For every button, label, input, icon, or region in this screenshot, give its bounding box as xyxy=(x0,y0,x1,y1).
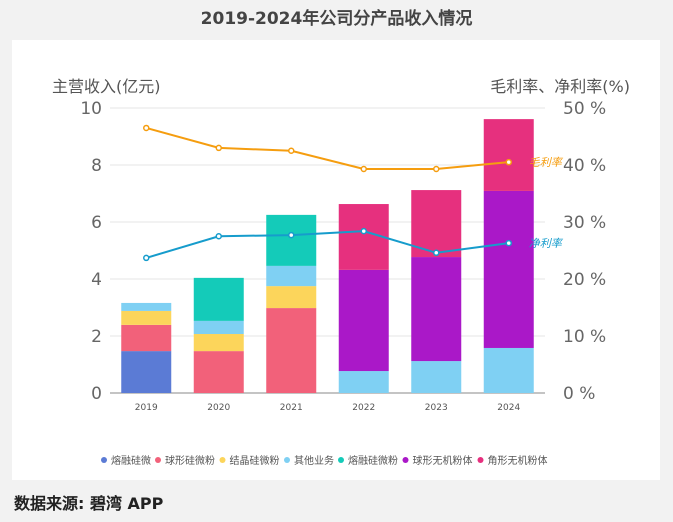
bar-segment xyxy=(121,310,172,325)
bar-segment xyxy=(193,277,244,321)
line-point xyxy=(360,227,367,235)
line-label: 毛利率 xyxy=(529,156,564,169)
bar-segment xyxy=(483,347,534,393)
legend-marker xyxy=(402,457,409,463)
y2-tick-label: 0 % xyxy=(563,384,595,404)
y2-tick-label: 50 % xyxy=(563,99,606,119)
bar-segment xyxy=(266,286,317,309)
line-point xyxy=(143,124,150,132)
bar-segment xyxy=(338,371,389,393)
line-series xyxy=(145,126,509,170)
bar-segment xyxy=(121,351,172,393)
bar-segment xyxy=(193,351,244,393)
legend-marker xyxy=(101,457,107,463)
bar-segment xyxy=(266,214,317,266)
y2-axis-label: 毛利率、净利率(%) xyxy=(490,77,630,96)
legend-label: 球形硅微粉 xyxy=(165,454,215,467)
legend-label: 其他业务 xyxy=(294,454,334,467)
x-tick-label: 2023 xyxy=(425,403,448,413)
bar-segment xyxy=(483,190,534,348)
line-series xyxy=(145,230,509,259)
bar-segment xyxy=(121,302,172,311)
bar-segment xyxy=(483,119,534,191)
x-tick-label: 2024 xyxy=(497,403,520,413)
line-point xyxy=(215,144,222,152)
y-tick-label: 6 xyxy=(91,213,102,233)
legend-marker xyxy=(477,457,484,463)
line-point xyxy=(360,165,367,173)
bar-segment xyxy=(338,269,389,372)
x-tick-label: 2022 xyxy=(352,403,375,413)
legend-label: 熔融硅微 xyxy=(111,454,151,467)
y2-tick-label: 10 % xyxy=(563,327,606,347)
line-point xyxy=(433,165,440,173)
source-note: 数据来源: 碧湾 APP xyxy=(14,494,164,513)
bar-segment xyxy=(193,334,244,352)
x-tick-label: 2019 xyxy=(135,403,158,413)
legend-marker xyxy=(219,457,226,463)
y-tick-label: 10 xyxy=(80,99,102,119)
y2-tick-label: 30 % xyxy=(563,213,606,233)
y-tick-label: 8 xyxy=(91,156,102,176)
legend-label: 球形无机粉体 xyxy=(413,454,473,467)
legend-label: 熔融硅微粉 xyxy=(348,454,398,467)
line-point xyxy=(288,231,295,239)
line-point xyxy=(143,254,150,262)
line-point xyxy=(215,233,222,240)
chart-title: 2019-2024年公司分产品收入情况 xyxy=(200,9,473,29)
legend-label: 结晶硅微粉 xyxy=(230,454,280,467)
line-label: 净利率 xyxy=(529,237,564,250)
bar-segment xyxy=(193,320,244,335)
line-point xyxy=(505,239,512,247)
bar-segment xyxy=(411,361,462,393)
legend-label: 角形无机粉体 xyxy=(488,454,548,467)
chart-panel xyxy=(12,40,660,480)
y-tick-label: 0 xyxy=(91,384,102,404)
bar-segment xyxy=(411,190,462,258)
bar-segment xyxy=(411,257,462,362)
legend-marker xyxy=(155,457,161,463)
y2-tick-label: 40 % xyxy=(563,156,606,176)
y-tick-label: 4 xyxy=(91,270,102,290)
legend-marker xyxy=(284,457,290,463)
x-tick-label: 2021 xyxy=(280,403,303,413)
x-tick-label: 2020 xyxy=(207,403,230,413)
bar-segment xyxy=(266,308,317,393)
line-point xyxy=(505,158,512,166)
legend-marker xyxy=(338,457,344,463)
bar-segment xyxy=(266,265,317,287)
y-tick-label: 2 xyxy=(91,327,102,347)
y2-tick-label: 20 % xyxy=(563,270,606,290)
y-axis-label: 主营收入(亿元) xyxy=(52,77,161,96)
bar-segment xyxy=(121,324,172,352)
line-point xyxy=(288,147,295,154)
line-point xyxy=(433,249,440,257)
